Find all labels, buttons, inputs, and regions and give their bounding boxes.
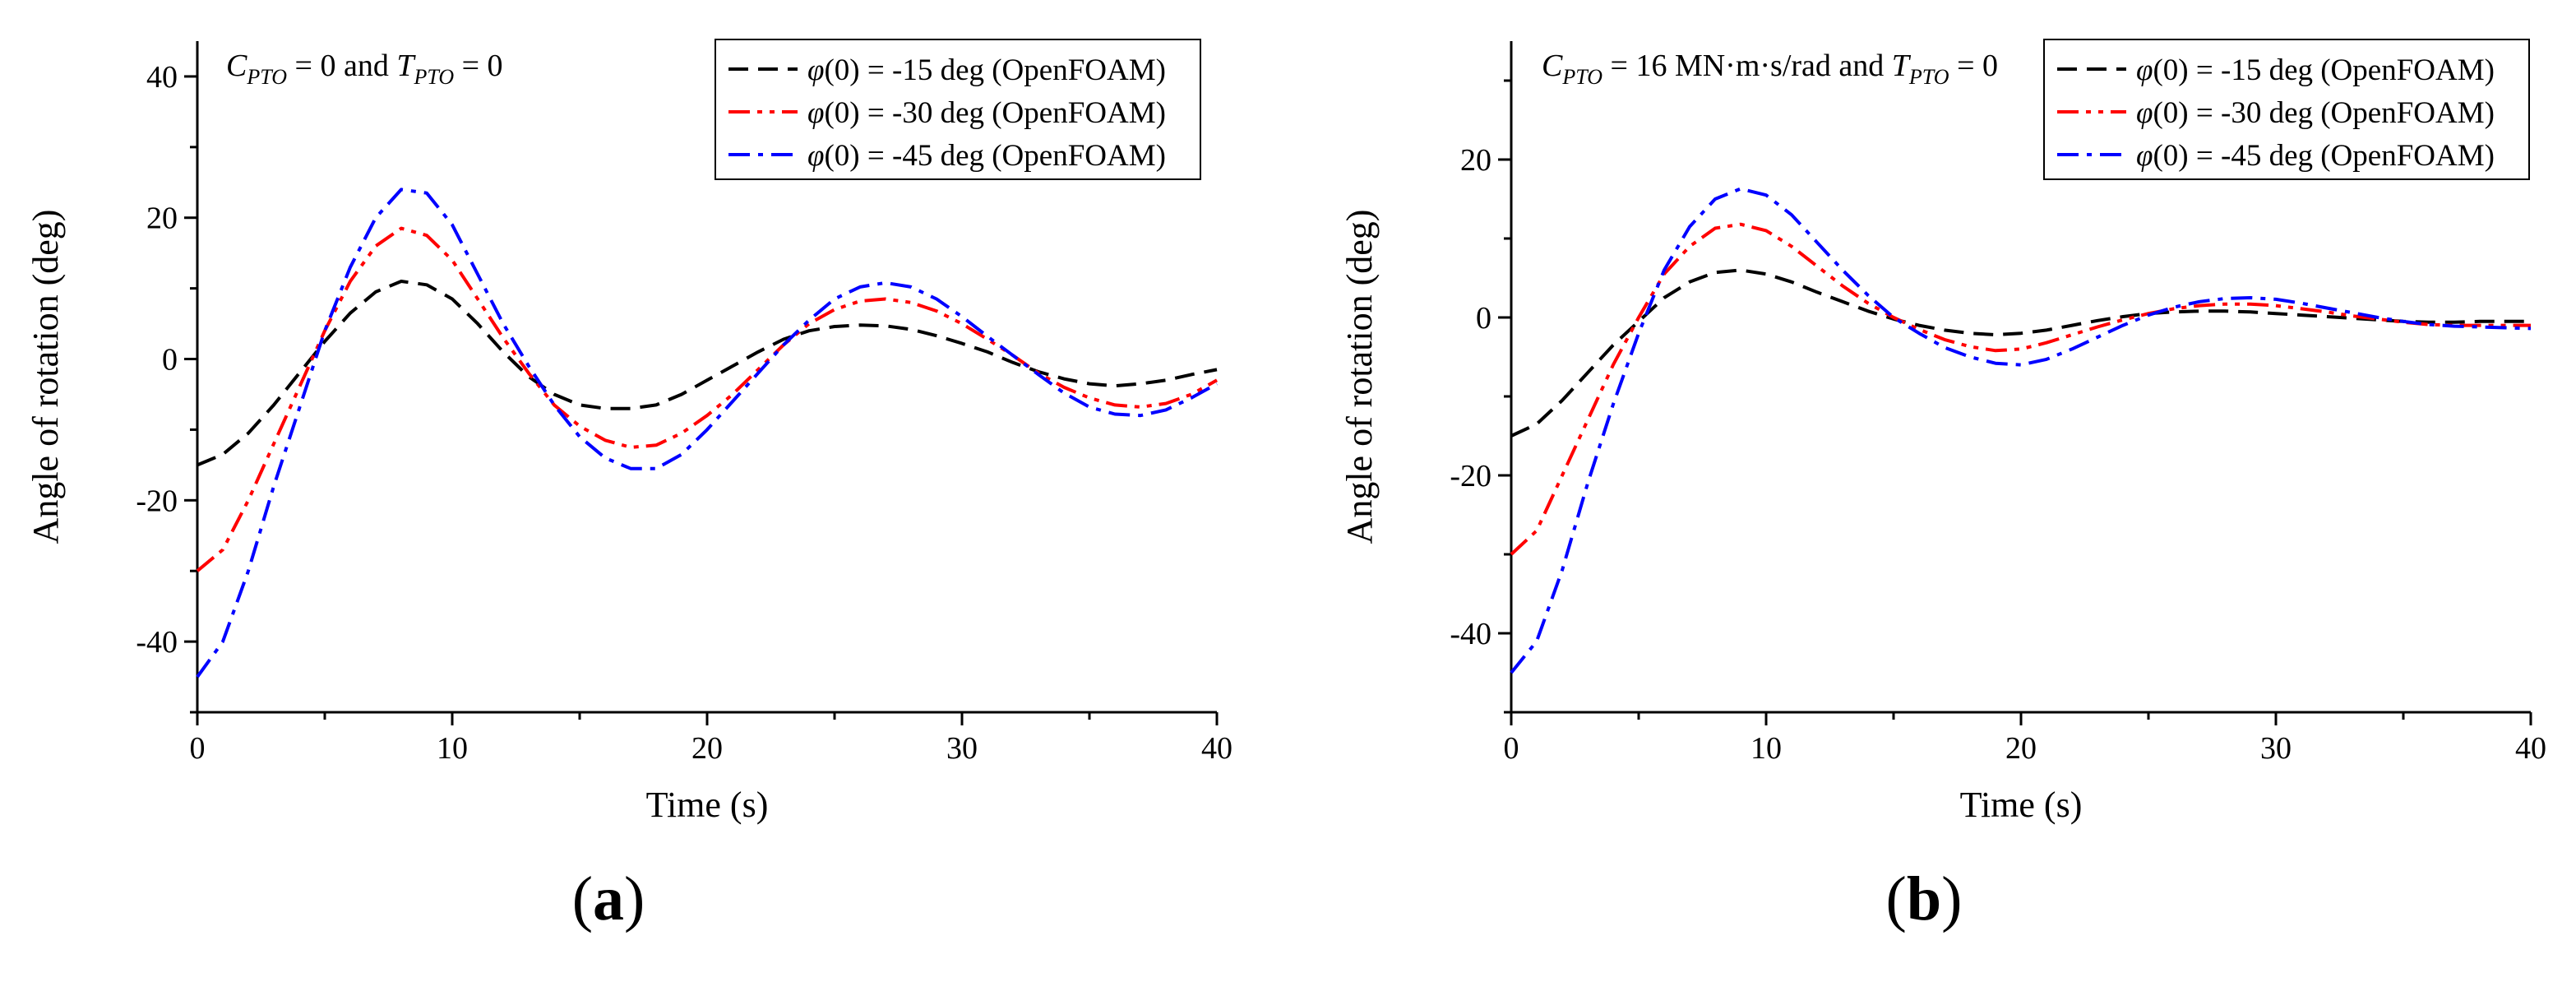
y-axis-label: Angle of rotation (deg) (1339, 210, 1380, 544)
series-line-1 (1510, 268, 2531, 438)
panel-label-a: (a) (571, 864, 645, 933)
panel-label-b: (b) (1885, 864, 1963, 933)
chart-panel-a: 0 10 20 30 40 -40 -20 0 20 40 Time (s) Angle of rot… (25, 39, 1233, 825)
y-tick-label: 0 (1476, 301, 1491, 336)
x-tick-label: 30 (2260, 731, 2292, 766)
x-tick-label: 0 (1504, 731, 1519, 766)
x-tick-label: 20 (691, 731, 723, 766)
y-tick-label: 20 (146, 201, 178, 236)
y-tick-label: 20 (1460, 143, 1491, 178)
x-axis-label: Time (s) (646, 785, 769, 825)
legend-entry-2: φ(0) = -30 deg (OpenFOAM) (2136, 96, 2495, 130)
legend-box (715, 39, 1201, 180)
legend-entry-3: φ(0) = -45 deg (OpenFOAM) (2136, 139, 2495, 173)
y-tick-label: -20 (1450, 459, 1491, 493)
y-tick-label: 40 (146, 60, 178, 95)
y-axis-label: Angle of rotation (deg) (25, 210, 66, 544)
y-tick-label: -40 (136, 625, 178, 660)
series-line-3 (1510, 187, 2532, 674)
condition-annotation: CPTO = 0 and TPTO = 0 (226, 49, 503, 89)
condition-annotation: CPTO = 16 MN·m·s/rad and TPTO = 0 (1542, 49, 1998, 89)
x-tick-label: 10 (437, 731, 468, 766)
legend-box (2043, 39, 2530, 180)
series-line-3 (196, 188, 1218, 679)
series-line-2 (1510, 222, 2531, 556)
x-tick-label: 40 (1201, 731, 1233, 766)
legend-entry-1: φ(0) = -15 deg (OpenFOAM) (2136, 53, 2495, 87)
x-tick-label: 40 (2515, 731, 2546, 766)
x-tick-label: 10 (1750, 731, 1782, 766)
x-tick-label: 30 (946, 731, 978, 766)
legend-entry-2: φ(0) = -30 deg (OpenFOAM) (807, 96, 1166, 130)
series-line-1 (197, 280, 1218, 467)
y-tick-label: -20 (136, 484, 178, 518)
series-line-2 (196, 226, 1218, 572)
y-tick-label: 0 (162, 343, 178, 378)
x-tick-label: 0 (190, 731, 206, 766)
y-tick-label: -40 (1450, 617, 1491, 651)
legend-entry-1: φ(0) = -15 deg (OpenFOAM) (807, 53, 1166, 87)
x-tick-label: 20 (2005, 731, 2037, 766)
legend: φ(0) = -15 deg (OpenFOAM) φ(0) = -30 deg … (715, 39, 1201, 180)
x-axis-label: Time (s) (1960, 785, 2083, 825)
legend-entry-3: φ(0) = -45 deg (OpenFOAM) (807, 139, 1166, 173)
chart-panel-b: 0 10 20 30 40 -40 -20 0 20 Time (s) Angle of rotat… (1339, 39, 2546, 825)
legend: φ(0) = -15 deg (OpenFOAM) φ(0) = -30 deg … (2043, 39, 2530, 180)
